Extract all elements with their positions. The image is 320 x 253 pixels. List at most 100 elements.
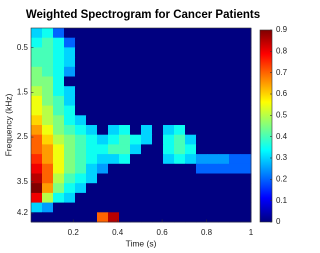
heatmap-cell	[31, 95, 43, 106]
y-tick-label: 3.5	[17, 177, 29, 186]
heatmap-cell	[64, 115, 76, 126]
heatmap-cell	[185, 76, 197, 87]
heatmap-cell	[64, 192, 76, 203]
colorbar-tick-label: 0.9	[276, 25, 288, 34]
heatmap-cell	[207, 192, 219, 203]
heatmap-cell	[86, 47, 98, 58]
heatmap-cell	[240, 28, 252, 39]
heatmap-cell	[141, 125, 153, 136]
heatmap-cell	[196, 47, 208, 58]
heatmap-cell	[141, 105, 153, 116]
heatmap-cell	[174, 144, 186, 155]
heatmap-cell	[174, 202, 186, 213]
heatmap-cell	[196, 95, 208, 106]
heatmap-cell	[42, 144, 54, 155]
heatmap-cell	[240, 86, 252, 97]
colorbar-tick-label: 0.6	[276, 89, 288, 98]
heatmap-cell	[64, 173, 76, 184]
heatmap-cell	[163, 105, 175, 116]
heatmap-cell	[97, 163, 109, 174]
heatmap-cell	[31, 37, 43, 48]
heatmap-cell	[218, 47, 230, 58]
heatmap-cell	[64, 144, 76, 155]
heatmap-cell	[163, 47, 175, 58]
heatmap-cell	[152, 66, 164, 77]
heatmap-cell	[229, 86, 241, 97]
heatmap-cell	[86, 144, 98, 155]
heatmap-cell	[119, 66, 131, 77]
heatmap-cell	[218, 134, 230, 145]
heatmap-cell	[240, 192, 252, 203]
heatmap-cell	[185, 202, 197, 213]
heatmap-cell	[152, 76, 164, 87]
heatmap-cell	[152, 95, 164, 106]
x-tick-label: 1	[249, 228, 254, 237]
heatmap-cell	[218, 37, 230, 48]
heatmap-cell	[185, 212, 197, 223]
heatmap-cell	[196, 125, 208, 136]
heatmap-cell	[86, 173, 98, 184]
x-tick-label: 0.6	[157, 228, 169, 237]
heatmap-cell	[240, 115, 252, 126]
heatmap-cell	[31, 47, 43, 58]
heatmap-cell	[119, 192, 131, 203]
heatmap-cell	[229, 192, 241, 203]
heatmap-cell	[196, 163, 208, 174]
heatmap-cell	[240, 144, 252, 155]
heatmap-cell	[240, 76, 252, 87]
heatmap-cell	[174, 163, 186, 174]
heatmap-cell	[174, 66, 186, 77]
heatmap-cell	[97, 28, 109, 39]
chart-title: Weighted Spectrogram for Cancer Patients	[26, 9, 260, 21]
heatmap-cell	[86, 154, 98, 165]
heatmap-cell	[207, 95, 219, 106]
heatmap-cell	[174, 37, 186, 48]
heatmap-cell	[218, 125, 230, 136]
heatmap-cell	[130, 47, 142, 58]
heatmap-cell	[119, 134, 131, 145]
heatmap-cell	[196, 28, 208, 39]
heatmap-cell	[163, 163, 175, 174]
heatmap-cell	[86, 115, 98, 126]
heatmap-cell	[130, 125, 142, 136]
heatmap-cell	[141, 66, 153, 77]
heatmap-cell	[141, 144, 153, 155]
heatmap-cell	[108, 86, 120, 97]
heatmap-cell	[53, 154, 65, 165]
heatmap-cell	[42, 212, 54, 223]
heatmap-cell	[229, 125, 241, 136]
heatmap-cell	[229, 47, 241, 58]
heatmap-cell	[119, 125, 131, 136]
heatmap-cell	[207, 47, 219, 58]
heatmap-cell	[119, 28, 131, 39]
heatmap-cell	[174, 76, 186, 87]
heatmap-cell	[64, 86, 76, 97]
heatmap-cell	[141, 37, 153, 48]
heatmap-cell	[130, 173, 142, 184]
heatmap-cell	[53, 183, 65, 194]
heatmap-cell	[141, 57, 153, 68]
heatmap-cell	[42, 125, 54, 136]
heatmap-cell	[42, 66, 54, 77]
y-tick-label: 4.2	[17, 208, 29, 217]
heatmap-cell	[86, 212, 98, 223]
heatmap-cell	[53, 125, 65, 136]
heatmap-cell	[207, 212, 219, 223]
heatmap-cell	[229, 183, 241, 194]
heatmap-cell	[207, 144, 219, 155]
heatmap-cell	[141, 76, 153, 87]
heatmap-cell	[97, 37, 109, 48]
heatmap-cell	[86, 125, 98, 136]
heatmap-cell	[53, 115, 65, 126]
heatmap-cell	[130, 163, 142, 174]
heatmap-cell	[152, 173, 164, 184]
heatmap-cell	[64, 125, 76, 136]
heatmap-cell	[31, 183, 43, 194]
heatmap-cell	[119, 57, 131, 68]
colorbar-tick-label: 0.8	[276, 46, 288, 55]
heatmap-cell	[218, 57, 230, 68]
heatmap-cell	[152, 154, 164, 165]
heatmap-cell	[196, 105, 208, 116]
heatmap-cell	[229, 154, 241, 165]
heatmap-cell	[207, 115, 219, 126]
